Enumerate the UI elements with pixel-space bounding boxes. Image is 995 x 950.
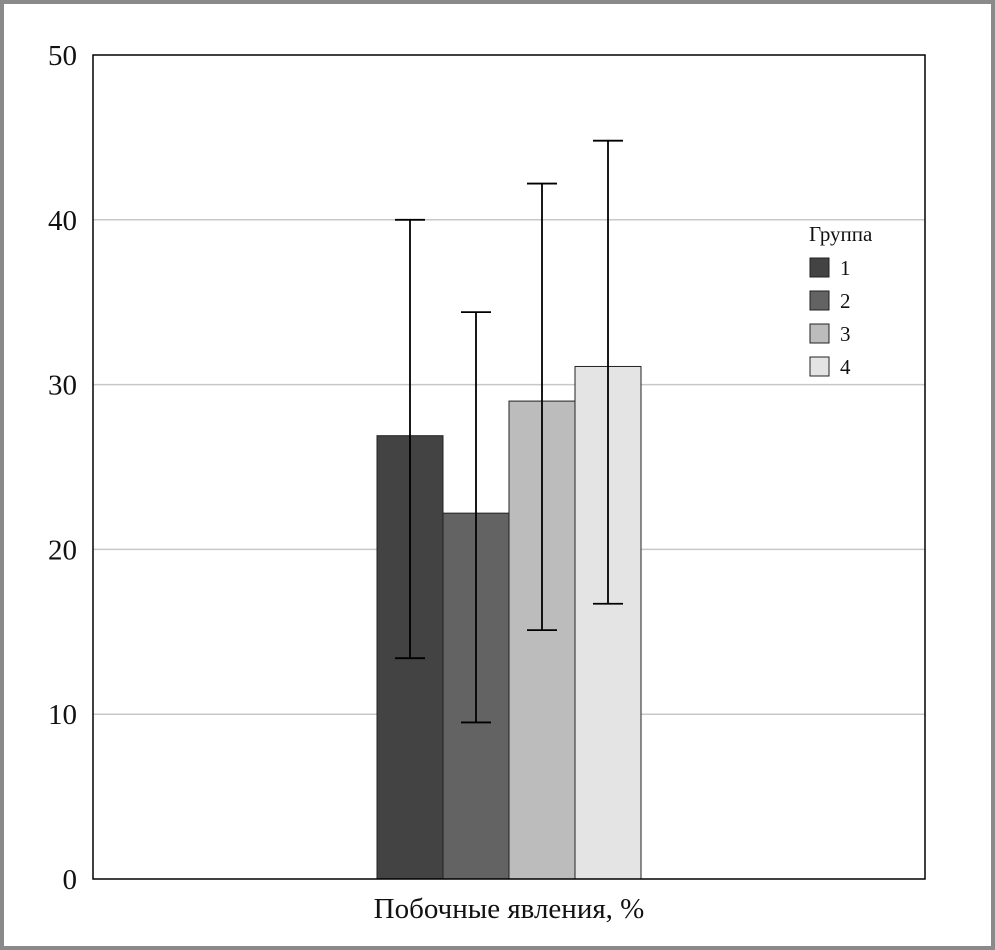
y-tick-label: 20 xyxy=(48,534,77,566)
legend-swatch-4 xyxy=(809,356,830,377)
legend-label-4: 4 xyxy=(840,355,851,379)
legend-label-2: 2 xyxy=(840,289,851,313)
error-bar-group-1 xyxy=(395,218,425,660)
error-bar-group-3 xyxy=(527,182,557,632)
legend-swatch-2 xyxy=(809,290,830,311)
legend-title: Группа xyxy=(809,222,873,246)
legend-swatch-1 xyxy=(809,257,830,278)
legend-label-3: 3 xyxy=(840,322,851,346)
legend-swatch-3 xyxy=(809,323,830,344)
error-bar-group-4 xyxy=(593,139,623,605)
y-axis-ticks: 0 10 20 30 40 50 xyxy=(48,40,77,896)
legend-label-1: 1 xyxy=(840,256,851,280)
x-axis-title: Побочные явления, % xyxy=(374,893,645,925)
legend: Группа 1 2 3 4 xyxy=(809,222,873,379)
y-tick-label: 40 xyxy=(48,205,77,237)
y-tick-label: 0 xyxy=(63,864,78,896)
plot-area xyxy=(92,54,926,880)
error-bars xyxy=(395,139,623,724)
y-tick-label: 10 xyxy=(48,699,77,731)
bars xyxy=(376,365,642,880)
y-tick-label: 50 xyxy=(48,40,77,72)
error-bar-group-2 xyxy=(461,311,491,724)
y-tick-label: 30 xyxy=(48,370,77,402)
